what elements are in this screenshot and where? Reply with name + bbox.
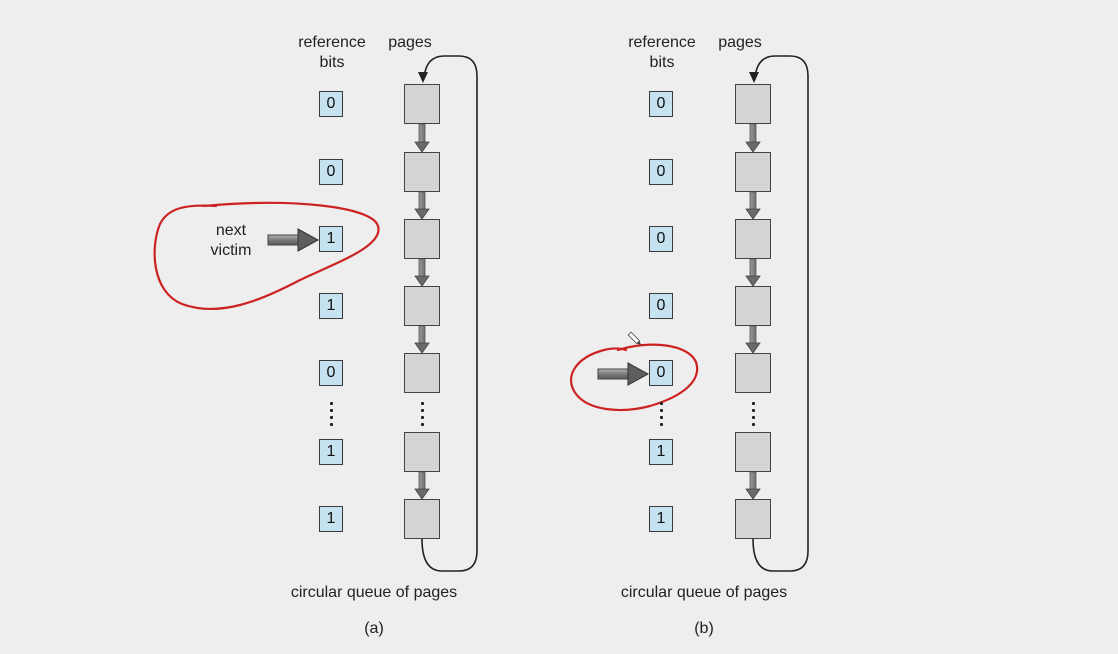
- page-arrow-b-0-shaft: [749, 123, 757, 144]
- next-victim-arrow-head: [297, 228, 320, 252]
- page-arrow-a-2-shaft: [418, 258, 426, 278]
- page-arrow-b-3-shaft: [749, 325, 757, 345]
- clock-hand-arrow-b-head: [627, 362, 650, 386]
- ellipsis-bits-b: [659, 402, 665, 430]
- red-annotation-circle-b: [570, 343, 699, 412]
- page-arrow-b-2-shaft: [749, 258, 757, 278]
- reference-bit-b-0: 0: [649, 91, 673, 117]
- page-b-0: [735, 84, 771, 124]
- reference-bit-b-5: 1: [649, 439, 673, 465]
- header-reference-bits-a: reference bits: [298, 34, 366, 71]
- header-pages-b: pages: [718, 34, 762, 51]
- ellipsis-pages-b: [751, 402, 757, 430]
- loop-arrowhead-a: [418, 72, 428, 83]
- page-b-1: [735, 152, 771, 192]
- reference-bit-b-3: 0: [649, 293, 673, 319]
- page-b-4: [735, 353, 771, 393]
- page-b-5: [735, 432, 771, 472]
- queue-caption-b: circular queue of pages: [620, 584, 788, 601]
- page-a-0: [404, 84, 440, 124]
- ellipsis-pages-a: [420, 402, 426, 430]
- page-arrow-a-3-head: [414, 342, 430, 354]
- page-arrow-a-1-shaft: [418, 191, 426, 211]
- reference-bit-a-4: 0: [319, 360, 343, 386]
- page-arrow-b-4-shaft: [749, 471, 757, 491]
- reference-bit-a-2: 1: [319, 226, 343, 252]
- page-arrow-a-0-shaft: [418, 123, 426, 144]
- reference-bit-a-5: 1: [319, 439, 343, 465]
- page-arrow-b-4-head: [745, 488, 761, 500]
- reference-bit-a-1: 0: [319, 159, 343, 185]
- reference-bit-a-0: 0: [319, 91, 343, 117]
- reference-bit-a-3: 1: [319, 293, 343, 319]
- page-arrow-b-0-head: [745, 141, 761, 153]
- loop-line-b: [752, 55, 809, 572]
- page-arrow-a-3-shaft: [418, 325, 426, 345]
- next-victim-label: next victim: [210, 222, 252, 259]
- reference-bit-b-4: 0: [649, 360, 673, 386]
- queue-caption-a: circular queue of pages: [290, 584, 458, 601]
- reference-bit-b-6: 1: [649, 506, 673, 532]
- page-a-4: [404, 353, 440, 393]
- page-arrow-a-0-head: [414, 141, 430, 153]
- page-arrow-a-4-head: [414, 488, 430, 500]
- pencil-cursor-icon: [627, 331, 641, 345]
- panel-label-b: (b): [694, 620, 714, 637]
- page-arrow-b-1-head: [745, 208, 761, 220]
- clock-hand-arrow-b-shaft: [597, 368, 631, 380]
- reference-bit-a-6: 1: [319, 506, 343, 532]
- page-a-3: [404, 286, 440, 326]
- page-arrow-b-2-head: [745, 275, 761, 287]
- panel-label-a: (a): [364, 620, 384, 637]
- reference-bit-b-2: 0: [649, 226, 673, 252]
- page-arrow-a-4-shaft: [418, 471, 426, 491]
- red-annotation-circle-a: [153, 201, 380, 311]
- reference-bit-b-1: 0: [649, 159, 673, 185]
- page-b-6: [735, 499, 771, 539]
- page-arrow-a-1-head: [414, 208, 430, 220]
- page-a-2: [404, 219, 440, 259]
- ellipsis-bits-a: [329, 402, 335, 430]
- header-pages-a: pages: [388, 34, 432, 51]
- page-arrow-a-2-head: [414, 275, 430, 287]
- header-reference-bits-b: reference bits: [628, 34, 696, 71]
- page-b-2: [735, 219, 771, 259]
- loop-line-a: [421, 55, 478, 572]
- loop-arrowhead-b: [749, 72, 759, 83]
- page-a-1: [404, 152, 440, 192]
- page-a-6: [404, 499, 440, 539]
- next-victim-arrow-shaft: [267, 234, 301, 246]
- page-arrow-b-3-head: [745, 342, 761, 354]
- page-arrow-b-1-shaft: [749, 191, 757, 211]
- page-a-5: [404, 432, 440, 472]
- page-b-3: [735, 286, 771, 326]
